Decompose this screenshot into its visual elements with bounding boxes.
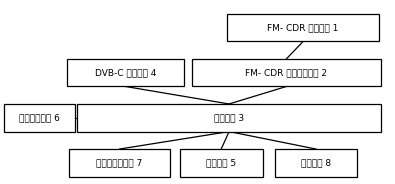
- Text: FM- CDR 解密解析模块 2: FM- CDR 解密解析模块 2: [245, 68, 327, 77]
- FancyBboxPatch shape: [192, 59, 381, 86]
- Text: DVB-C 接收模块 4: DVB-C 接收模块 4: [95, 68, 156, 77]
- FancyBboxPatch shape: [227, 14, 379, 41]
- Text: 存储模块 8: 存储模块 8: [301, 158, 331, 167]
- FancyBboxPatch shape: [180, 149, 263, 177]
- FancyBboxPatch shape: [77, 104, 381, 132]
- FancyBboxPatch shape: [275, 149, 357, 177]
- FancyBboxPatch shape: [67, 59, 184, 86]
- Text: FM- CDR 接收模块 1: FM- CDR 接收模块 1: [267, 23, 339, 32]
- Text: 输出模块 5: 输出模块 5: [206, 158, 236, 167]
- Text: 用户响应模块 6: 用户响应模块 6: [19, 113, 60, 122]
- FancyBboxPatch shape: [69, 149, 170, 177]
- Text: 主控模块 3: 主控模块 3: [214, 113, 244, 122]
- Text: 外设开关机模块 7: 外设开关机模块 7: [96, 158, 143, 167]
- FancyBboxPatch shape: [4, 104, 75, 132]
